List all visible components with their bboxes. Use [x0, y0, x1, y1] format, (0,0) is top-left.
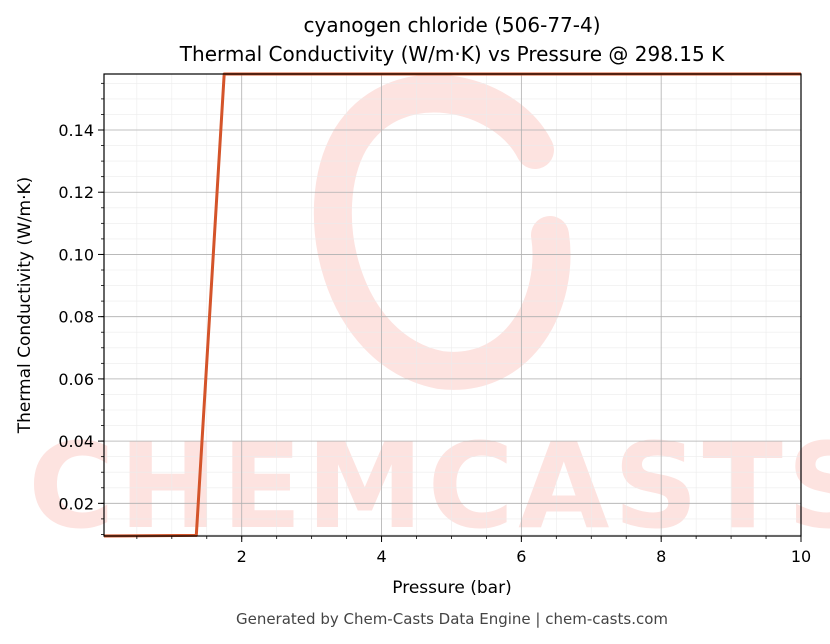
- y-tick-label: 0.06: [58, 370, 94, 389]
- plot-frame: [103, 73, 802, 537]
- watermark-logo-swirl: [313, 74, 571, 390]
- x-tick-label: 6: [516, 547, 526, 566]
- y-tick-label: 0.10: [58, 245, 94, 264]
- y-tick-label: 0.08: [58, 308, 94, 327]
- chart-title: cyanogen chloride (506-77-4): [303, 13, 600, 37]
- y-tick-label: 0.02: [58, 494, 94, 513]
- x-tick-label: 10: [791, 547, 811, 566]
- footer-credit: Generated by Chem-Casts Data Engine | ch…: [236, 610, 668, 628]
- x-tick-label: 2: [237, 547, 247, 566]
- x-tick-label: 4: [376, 547, 386, 566]
- grid: [104, 74, 802, 536]
- y-axis-label: Thermal Conductivity (W/m·K): [15, 177, 35, 435]
- x-tick-label: 8: [656, 547, 666, 566]
- ticks: 2 4 6 8 10 0.02 0.04 0.06 0.08 0.10 0.12 0.14: [58, 82, 811, 566]
- y-tick-label: 0.14: [58, 121, 94, 140]
- y-tick-label: 0.04: [58, 432, 94, 451]
- x-axis-label: Pressure (bar): [392, 578, 511, 598]
- chart-subtitle: Thermal Conductivity (W/m·K) vs Pressure…: [179, 42, 725, 66]
- watermark: CHEMCASTS: [28, 74, 830, 555]
- y-tick-label: 0.12: [58, 183, 94, 202]
